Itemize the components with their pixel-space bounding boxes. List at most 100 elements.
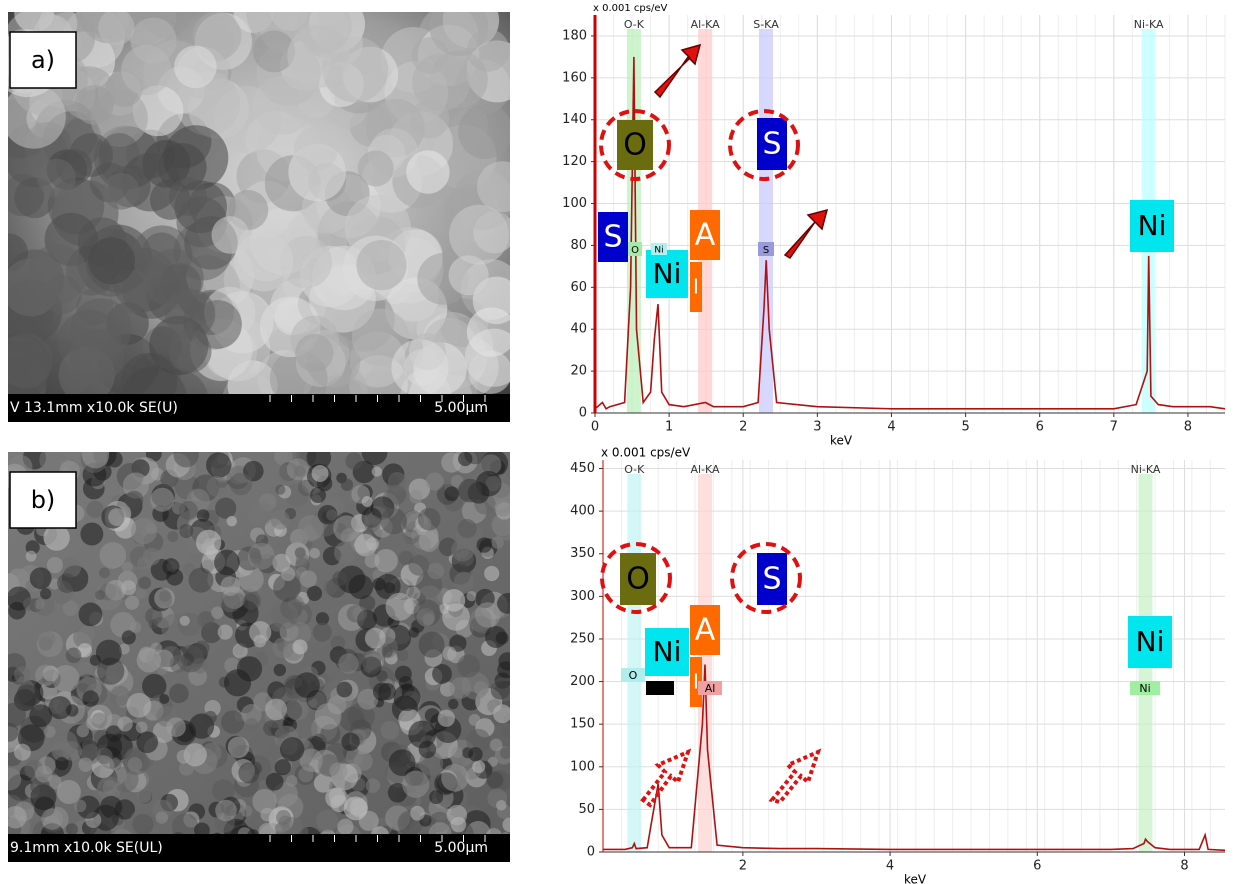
- sem-grain: [294, 127, 338, 171]
- sem-grain: [145, 523, 156, 534]
- sem-grain: [276, 810, 291, 825]
- sem-grain: [410, 806, 425, 821]
- sem-grain: [245, 718, 258, 731]
- y-tick-label: 50: [578, 802, 595, 817]
- sem-grain: [82, 690, 98, 706]
- sem-grain: [408, 721, 436, 749]
- sem-grain: [26, 551, 37, 562]
- sem-grain: [169, 684, 189, 704]
- sem-grain: [274, 664, 286, 676]
- sem-grain: [253, 635, 266, 648]
- sem-grain: [332, 571, 347, 586]
- sem-grain: [35, 765, 52, 782]
- sem-grain: [449, 205, 509, 265]
- sem-grain: [218, 625, 233, 640]
- sem-grain: [429, 790, 443, 804]
- sem-grain: [280, 737, 304, 761]
- sem-grain: [86, 501, 103, 518]
- sem-grain: [362, 496, 373, 507]
- sem-grain: [275, 759, 291, 775]
- sem-grain: [167, 561, 178, 572]
- panel-label: a): [31, 46, 55, 74]
- x-tick-label: 7: [1110, 420, 1118, 435]
- element-badge-label: O: [629, 669, 638, 682]
- x-tick-label: 2: [739, 420, 747, 435]
- sem-grain: [118, 716, 133, 731]
- sem-grain: [14, 744, 31, 761]
- sem-grain: [99, 567, 110, 578]
- sem-grain: [127, 693, 152, 718]
- sem-grain: [166, 717, 186, 737]
- sem-grain: [137, 789, 151, 803]
- sem-grain: [502, 817, 517, 832]
- sem-grain: [341, 733, 359, 751]
- sem-grain: [179, 524, 193, 538]
- sem-grain: [397, 649, 409, 661]
- sem-grain: [226, 516, 237, 527]
- sem-grain: [266, 773, 284, 791]
- sem-grain: [493, 704, 512, 723]
- sem-grain: [419, 632, 445, 658]
- sem-image: [0, 0, 528, 433]
- sem-grain: [467, 307, 516, 356]
- element-badge-label: I: [693, 275, 699, 299]
- sem-grain: [307, 586, 322, 601]
- y-tick-label: 250: [570, 631, 595, 646]
- element-band: [627, 474, 641, 852]
- sem-grain: [409, 627, 420, 638]
- sem-grain: [448, 699, 458, 709]
- sem-grain: [241, 805, 253, 817]
- sem-grain: [447, 805, 467, 825]
- sem-grain: [496, 800, 507, 811]
- sem-grain: [215, 498, 236, 519]
- sem-grain: [472, 760, 485, 773]
- sem-grain: [103, 780, 118, 795]
- y-tick-label: 0: [587, 845, 595, 860]
- sem-grain: [468, 747, 482, 761]
- sem-grain: [40, 588, 51, 599]
- sem-scale: 5.00μm: [434, 400, 488, 416]
- panel-label: b): [31, 486, 56, 514]
- sem-grain: [224, 669, 251, 696]
- y-axis-label: x 0.001 cps/eV: [593, 3, 667, 14]
- sem-grain: [485, 626, 507, 648]
- sem-grain: [41, 808, 63, 830]
- sem-grain: [138, 577, 151, 590]
- sem-grain: [372, 466, 382, 476]
- sem-grain: [347, 605, 364, 622]
- sem-grain: [315, 703, 342, 730]
- sem-grain: [443, 589, 466, 612]
- sem-grain: [38, 630, 55, 647]
- sem-grain: [243, 594, 259, 610]
- sem-grain: [57, 780, 81, 804]
- sem-grain: [427, 563, 444, 580]
- sem-grain: [438, 710, 455, 727]
- x-tick-label: 8: [1180, 859, 1188, 874]
- sem-info: 9.1mm x10.0k SE(UL): [10, 840, 163, 856]
- sem-grain: [169, 330, 212, 373]
- element-badge-label: Ni: [653, 635, 682, 668]
- element-label: O-K: [624, 463, 645, 476]
- sem-grain: [402, 771, 429, 798]
- sem-grain: [334, 541, 356, 563]
- sem-grain: [337, 682, 353, 698]
- y-tick-label: 100: [570, 759, 595, 774]
- sem-grain: [51, 730, 78, 757]
- sem-grain: [156, 811, 168, 823]
- sem-grain: [174, 442, 199, 467]
- y-axis-label: x 0.001 cps/eV: [601, 446, 691, 460]
- y-tick-label: 160: [562, 70, 587, 85]
- sem-grain: [211, 606, 223, 618]
- element-badge-label: A: [695, 218, 716, 253]
- y-tick-label: 200: [570, 674, 595, 689]
- sem-grain: [356, 240, 406, 290]
- sem-grain: [451, 747, 462, 758]
- sem-grain: [121, 45, 171, 95]
- sem-grain: [79, 603, 103, 627]
- sem-grain: [458, 479, 482, 503]
- sem-grain: [449, 255, 489, 295]
- sem-grain: [52, 665, 79, 692]
- y-tick-label: 40: [570, 322, 587, 337]
- sem-grain: [469, 714, 481, 726]
- sem-grain: [69, 329, 124, 384]
